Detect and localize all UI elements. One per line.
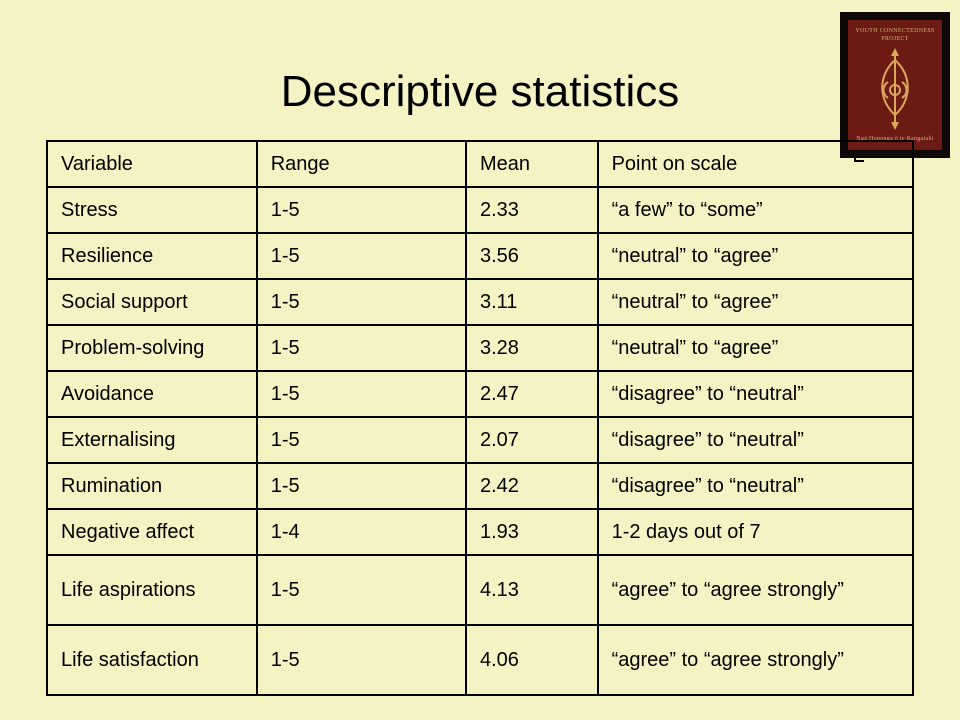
cell-range: 1-5 — [255, 278, 467, 326]
cell-variable: Social support — [46, 278, 258, 326]
header-mean: Mean — [464, 140, 599, 188]
cell-point-on-scale: “agree” to “agree strongly” — [596, 554, 915, 626]
cell-mean: 2.33 — [464, 186, 599, 234]
table-header-row: Variable Range Mean Point on scale — [46, 140, 915, 188]
cell-range: 1-5 — [255, 554, 467, 626]
header-point-on-scale: Point on scale — [596, 140, 915, 188]
cell-point-on-scale: “neutral” to “agree” — [596, 324, 915, 372]
cell-range: 1-4 — [255, 508, 467, 556]
cell-mean: 2.47 — [464, 370, 599, 418]
cell-variable: Avoidance — [46, 370, 258, 418]
table-row: Problem-solving 1-5 3.28 “neutral” to “a… — [46, 324, 915, 372]
logo-text-line2: PROJECT — [881, 36, 909, 42]
table-row: Resilience 1-5 3.56 “neutral” to “agree” — [46, 232, 915, 280]
table-row: Avoidance 1-5 2.47 “disagree” to “neutra… — [46, 370, 915, 418]
header-variable: Variable — [46, 140, 258, 188]
logo-text-line3: Ngā Hononga ō te Rangatahi — [856, 136, 934, 142]
table-row: Social support 1-5 3.11 “neutral” to “ag… — [46, 278, 915, 326]
logo-emblem-icon — [881, 48, 909, 130]
cell-mean: 4.13 — [464, 554, 599, 626]
table-row: Life satisfaction 1-5 4.06 “agree” to “a… — [46, 624, 915, 696]
table-row: Stress 1-5 2.33 “a few” to “some” — [46, 186, 915, 234]
cell-variable: Resilience — [46, 232, 258, 280]
cell-point-on-scale: “neutral” to “agree” — [596, 232, 915, 280]
cell-variable: Externalising — [46, 416, 258, 464]
cell-mean: 3.56 — [464, 232, 599, 280]
cell-range: 1-5 — [255, 186, 467, 234]
cell-point-on-scale: 1-2 days out of 7 — [596, 508, 915, 556]
cell-point-on-scale: “disagree” to “neutral” — [596, 416, 915, 464]
cell-variable: Life aspirations — [46, 554, 258, 626]
slide-title: Descriptive statistics — [280, 67, 680, 116]
table-row: Life aspirations 1-5 4.13 “agree” to “ag… — [46, 554, 915, 626]
cell-mean: 3.28 — [464, 324, 599, 372]
cell-point-on-scale: “agree” to “agree strongly” — [596, 624, 915, 696]
table-row: Negative affect 1-4 1.93 1-2 days out of… — [46, 508, 915, 556]
cell-point-on-scale: “disagree” to “neutral” — [596, 370, 915, 418]
descriptive-statistics-table: Variable Range Mean Point on scale Stres… — [46, 140, 915, 696]
cell-mean: 1.93 — [464, 508, 599, 556]
cell-range: 1-5 — [255, 416, 467, 464]
cell-variable: Stress — [46, 186, 258, 234]
table-row: Externalising 1-5 2.07 “disagree” to “ne… — [46, 416, 915, 464]
cell-variable: Problem-solving — [46, 324, 258, 372]
cell-mean: 3.11 — [464, 278, 599, 326]
cell-range: 1-5 — [255, 370, 467, 418]
cell-variable: Rumination — [46, 462, 258, 510]
youth-connectedness-logo: YOUTH CONNECTEDNESS PROJECT Ngā Hononga … — [840, 12, 950, 158]
cell-range: 1-5 — [255, 232, 467, 280]
cell-range: 1-5 — [255, 624, 467, 696]
cell-point-on-scale: “a few” to “some” — [596, 186, 915, 234]
cell-mean: 4.06 — [464, 624, 599, 696]
logo-text-line1: YOUTH CONNECTEDNESS — [855, 28, 935, 34]
cell-variable: Negative affect — [46, 508, 258, 556]
header-range: Range — [255, 140, 467, 188]
cell-mean: 2.42 — [464, 462, 599, 510]
cell-range: 1-5 — [255, 462, 467, 510]
logo-panel: YOUTH CONNECTEDNESS PROJECT Ngā Hononga … — [848, 20, 942, 150]
cell-mean: 2.07 — [464, 416, 599, 464]
cell-variable: Life satisfaction — [46, 624, 258, 696]
cell-range: 1-5 — [255, 324, 467, 372]
table-row: Rumination 1-5 2.42 “disagree” to “neutr… — [46, 462, 915, 510]
cell-point-on-scale: “neutral” to “agree” — [596, 278, 915, 326]
cell-point-on-scale: “disagree” to “neutral” — [596, 462, 915, 510]
